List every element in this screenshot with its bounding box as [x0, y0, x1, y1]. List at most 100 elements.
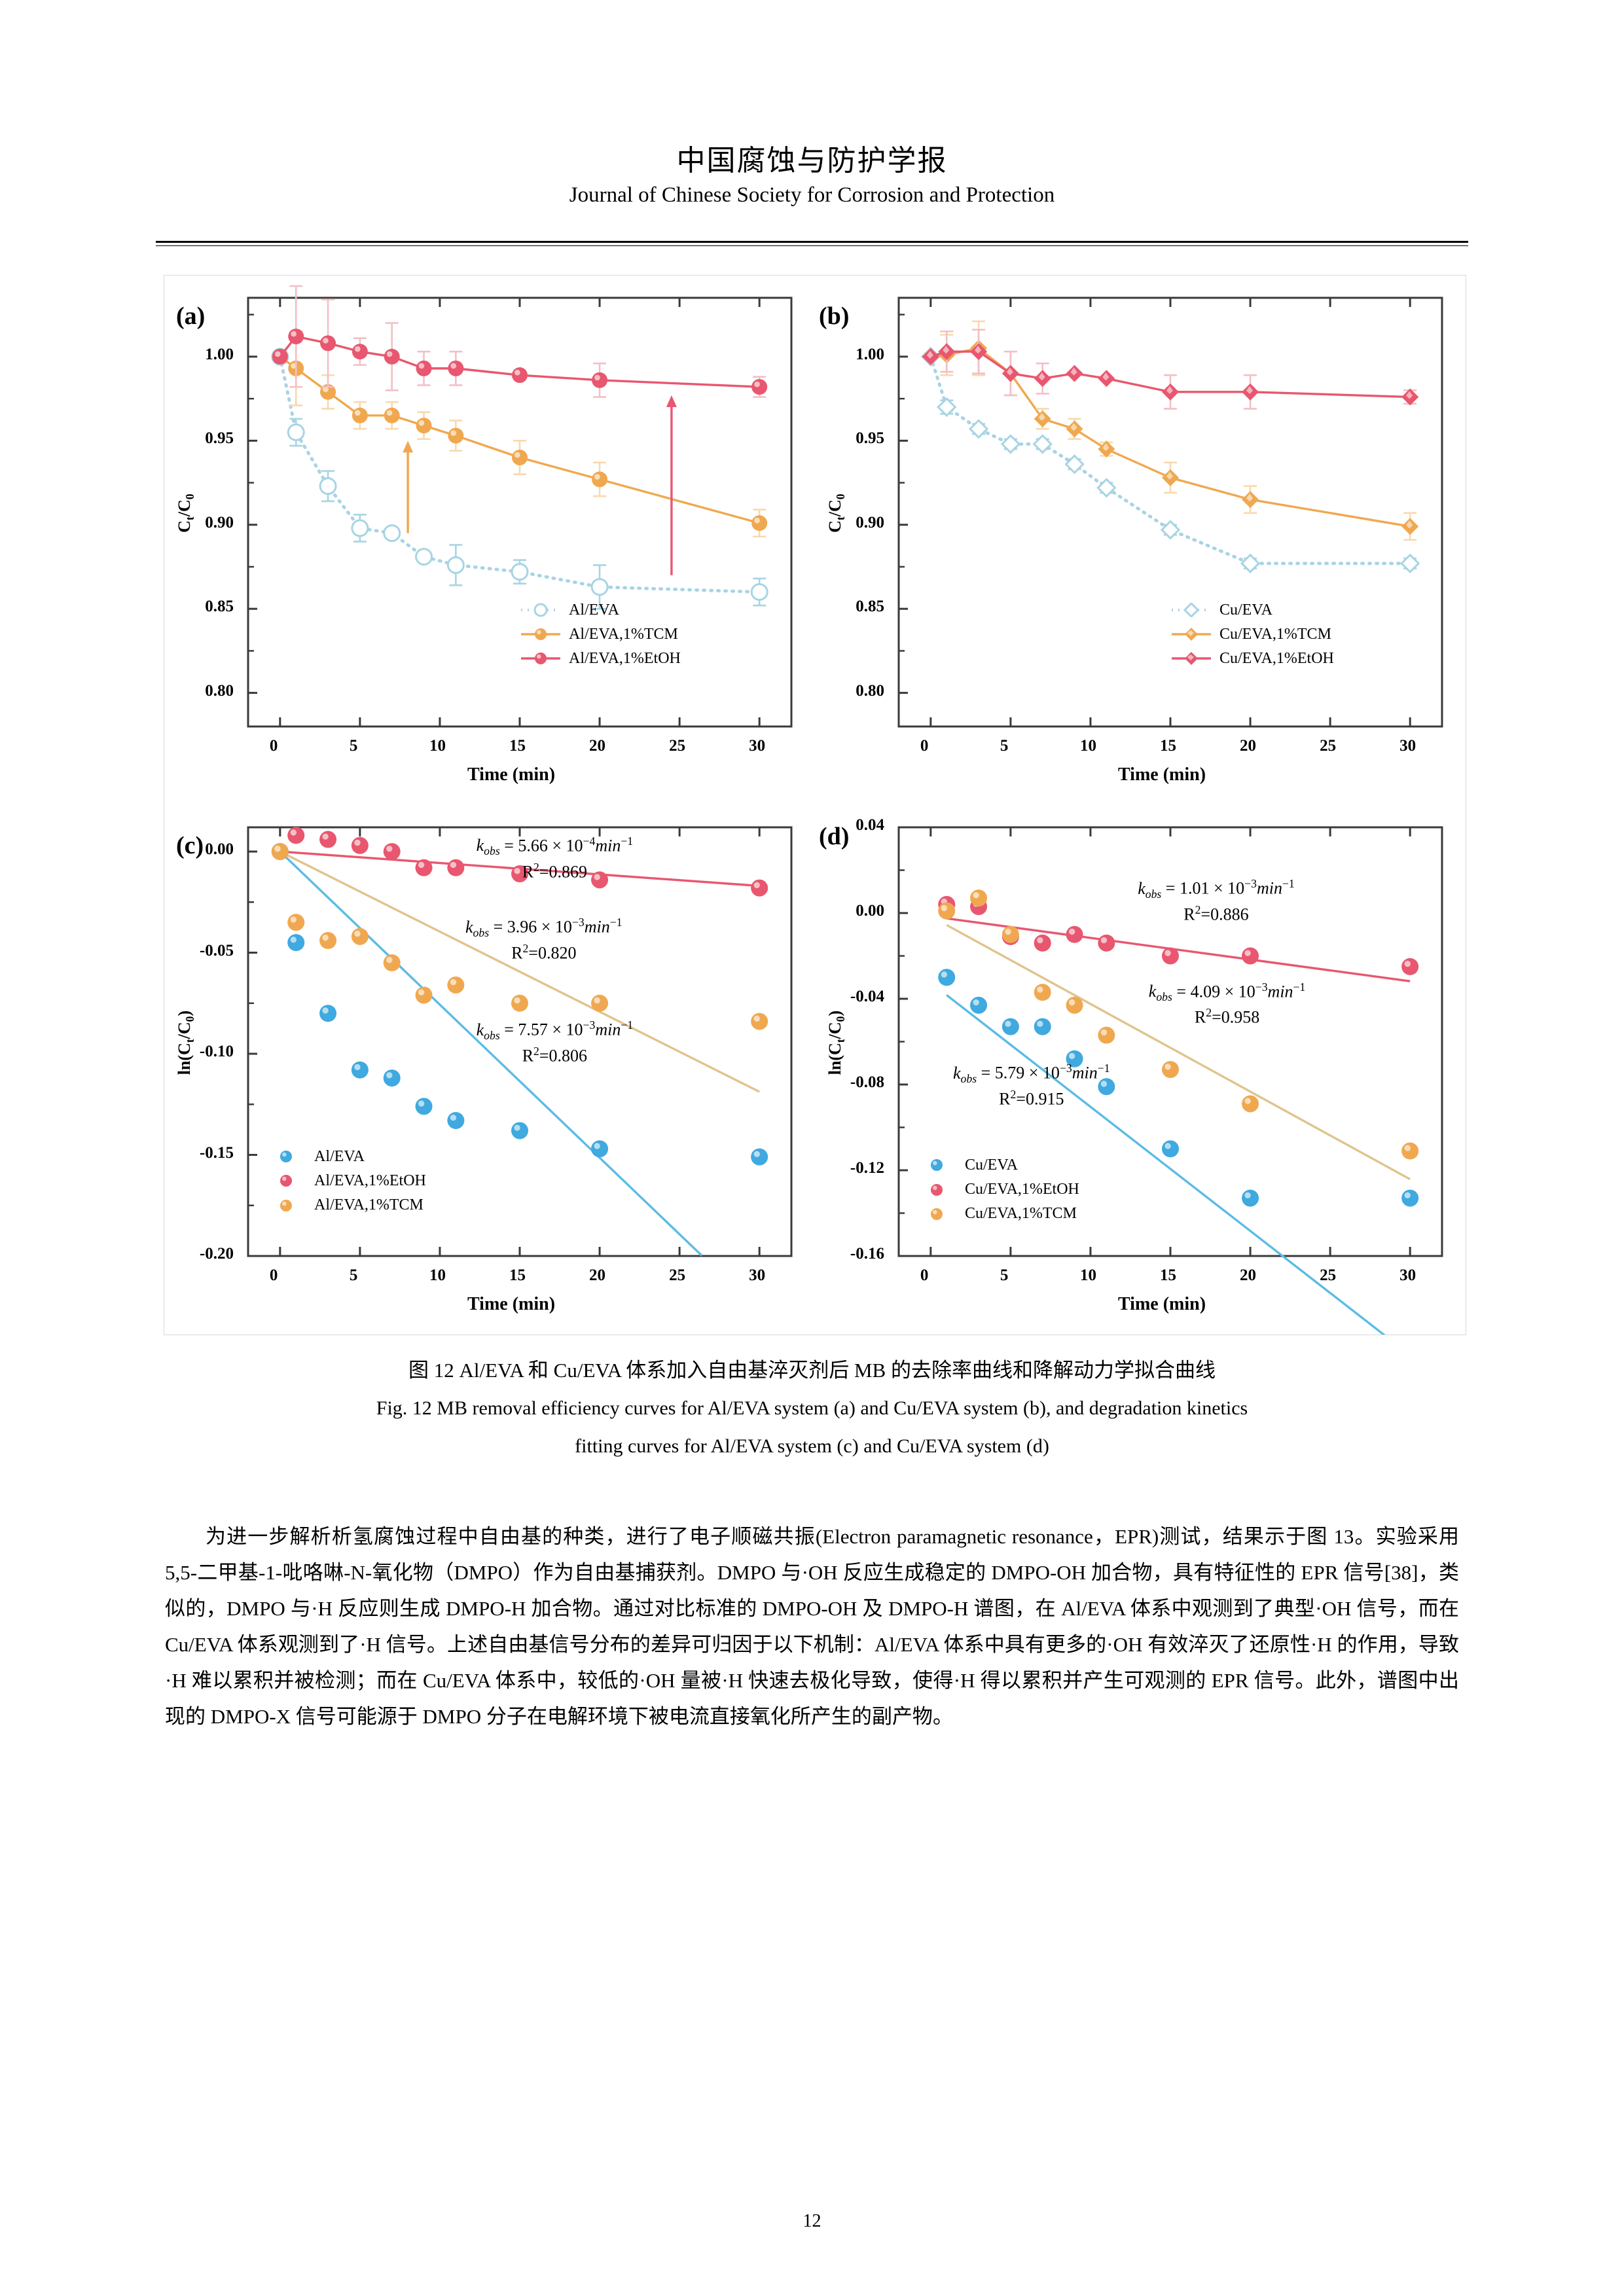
y-tick-label: -0.10 [199, 1043, 234, 1061]
x-tick-label: 15 [1160, 737, 1176, 755]
y-tick-label: 0.00 [856, 902, 884, 920]
y-tick-label: 0.90 [205, 513, 234, 531]
chart-panel-b: 0 5 10 15 20 25 30 0.80 0.85 0.90 0.95 1.00 (b) Ct/C0… [815, 276, 1466, 805]
legend-item: Cu/EVA [1170, 598, 1334, 622]
x-tick-label: 5 [1000, 737, 1009, 755]
legend-label: Cu/EVA [965, 1156, 1018, 1174]
x-tick-label: 15 [1160, 1266, 1176, 1284]
legend-label: Al/EVA,1%TCM [314, 1196, 424, 1214]
legend-marker-icon [1170, 627, 1212, 641]
legend-marker-icon [520, 651, 562, 666]
legend-label: Cu/EVA,1%TCM [1219, 625, 1331, 643]
x-tick-label: 20 [1240, 1266, 1257, 1284]
y-tick-label: -0.12 [850, 1159, 884, 1177]
y-tick-label: 0.04 [856, 816, 884, 834]
x-axis-label: Time (min) [467, 1294, 556, 1314]
x-tick-label: 0 [920, 737, 929, 755]
y-axis-label: ln(Ct/C0) [825, 1010, 848, 1075]
kinetics-annotation: kobs = 5.66 × 10−4min−1 R2=0.869 [477, 834, 634, 883]
legend-item: Al/EVA [265, 1145, 426, 1169]
chart-a-svg [247, 285, 793, 728]
y-tick-label: 0.80 [205, 681, 234, 700]
legend-item: Al/EVA,1%TCM [520, 622, 681, 647]
legend-item: Al/EVA,1%TCM [265, 1193, 426, 1217]
body-paragraph: 为进一步解析析氢腐蚀过程中自由基的种类，进行了电子顺磁共振(Electron p… [165, 1525, 1459, 1728]
legend-label: Cu/EVA [1219, 601, 1272, 619]
y-tick-label: -0.15 [199, 1143, 234, 1162]
y-tick-label: 0.90 [856, 513, 884, 531]
chart-b-svg [897, 296, 1443, 728]
legend-item: Cu/EVA,1%EtOH [1170, 647, 1334, 671]
legend-marker-icon [520, 627, 562, 641]
chart-panel-d: 0 5 10 15 20 25 30 -0.16 -0.12 -0.08 -0.04 0.00 0.04… [815, 805, 1466, 1356]
x-tick-label: 10 [429, 1266, 446, 1284]
legend-label: Cu/EVA,1%EtOH [965, 1180, 1079, 1198]
y-tick-label: -0.04 [850, 988, 884, 1005]
legend-marker-icon [265, 1149, 307, 1164]
x-tick-label: 25 [1320, 1266, 1337, 1284]
x-tick-label: 10 [1079, 737, 1096, 755]
x-tick-label: 25 [669, 737, 686, 755]
legend-marker-icon [1170, 603, 1212, 618]
k-obs-equation: kobs = 4.09 × 10−3min−1 [1148, 980, 1306, 1004]
y-tick-label: 0.95 [205, 429, 234, 448]
k-obs-equation: kobs = 1.01 × 10−3min−1 [1138, 877, 1295, 901]
kinetics-annotation: kobs = 4.09 × 10−3min−1 R2=0.958 [1149, 980, 1306, 1029]
body-text: 为进一步解析析氢腐蚀过程中自由基的种类，进行了电子顺磁共振(Electron p… [165, 1518, 1459, 1734]
chart-panel-a: 0 5 10 15 20 25 30 0.80 0.85 0.90 0.95 1.00 (a) Ct/C0… [164, 276, 815, 805]
legend-item: Al/EVA [520, 598, 681, 622]
x-tick-label: 5 [1000, 1266, 1009, 1284]
x-tick-label: 25 [669, 1266, 686, 1284]
r-squared-value: R2=0.806 [522, 1045, 588, 1066]
legend-marker-icon [265, 1198, 307, 1213]
chart-b-legend: Cu/EVA Cu/EVA,1%TCM Cu/EVA,1%EtOH [1170, 598, 1334, 672]
panel-label-a: (a) [176, 302, 206, 330]
kinetics-annotation: kobs = 1.01 × 10−3min−1 R2=0.886 [1138, 876, 1295, 925]
legend-marker-icon [916, 1158, 958, 1172]
chart-c-legend: Al/EVA Al/EVA,1%EtOH Al/EVA,1%TCM [265, 1145, 426, 1218]
k-obs-equation: kobs = 3.96 × 10−3min−1 [465, 916, 623, 940]
x-tick-label: 20 [589, 737, 606, 755]
panel-label-c: (c) [176, 832, 204, 859]
x-tick-label: 10 [1079, 1266, 1096, 1284]
x-tick-label: 5 [349, 737, 358, 755]
x-tick-label: 10 [429, 737, 446, 755]
x-tick-label: 0 [269, 737, 278, 755]
figure-caption-chinese: 图 12 Al/EVA 和 Cu/EVA 体系加入自由基淬灭剂后 MB 的去除率… [408, 1359, 1216, 1382]
legend-label: Cu/EVA,1%EtOH [1219, 649, 1334, 667]
panel-label-b: (b) [819, 302, 850, 330]
journal-title-chinese: 中国腐蚀与防护学报 [676, 145, 948, 177]
k-obs-equation: kobs = 7.57 × 10−3min−1 [476, 1018, 634, 1043]
x-tick-label: 0 [269, 1266, 278, 1284]
r-squared-value: R2=0.886 [1183, 903, 1249, 924]
panel-label-d: (d) [819, 823, 850, 850]
x-tick-label: 30 [1399, 1266, 1416, 1284]
page-header: 中国腐蚀与防护学报 Journal of Chinese Society for… [0, 143, 1624, 209]
legend-marker-icon [916, 1207, 958, 1221]
legend-marker-icon [916, 1183, 958, 1197]
x-tick-label: 25 [1320, 737, 1337, 755]
figure-caption-english-2: fitting curves for Al/EVA system (c) and… [575, 1435, 1049, 1457]
header-rule-top [156, 241, 1468, 243]
kinetics-annotation: kobs = 3.96 × 10−3min−1 R2=0.820 [465, 915, 623, 964]
y-tick-label: 0.00 [205, 840, 234, 859]
kinetics-annotation: kobs = 7.57 × 10−3min−1 R2=0.806 [477, 1018, 634, 1067]
y-tick-label: 1.00 [856, 345, 884, 363]
x-tick-label: 30 [749, 737, 766, 755]
legend-label: Al/EVA,1%EtOH [314, 1172, 426, 1189]
legend-item: Cu/EVA,1%TCM [916, 1202, 1079, 1226]
kinetics-annotation: kobs = 5.79 × 10−3min−1 R2=0.915 [953, 1061, 1110, 1110]
x-tick-label: 30 [749, 1266, 766, 1284]
legend-item: Al/EVA,1%EtOH [520, 647, 681, 671]
chart-d-svg [897, 826, 1443, 1356]
chart-d-legend: Cu/EVA Cu/EVA,1%EtOH Cu/EVA,1%TCM [916, 1153, 1079, 1227]
legend-item: Cu/EVA [916, 1153, 1079, 1177]
y-tick-label: -0.20 [199, 1245, 234, 1263]
chart-panel-c: 0 5 10 15 20 25 30 -0.20 -0.15 -0.10 -0.05 0.00 (c) l… [164, 805, 815, 1335]
r-squared-value: R2=0.869 [522, 860, 588, 882]
y-tick-label: 0.95 [856, 429, 884, 448]
r-squared-value: R2=0.958 [1194, 1006, 1260, 1027]
y-tick-label: 0.80 [856, 681, 884, 700]
legend-label: Al/EVA,1%TCM [569, 625, 678, 643]
